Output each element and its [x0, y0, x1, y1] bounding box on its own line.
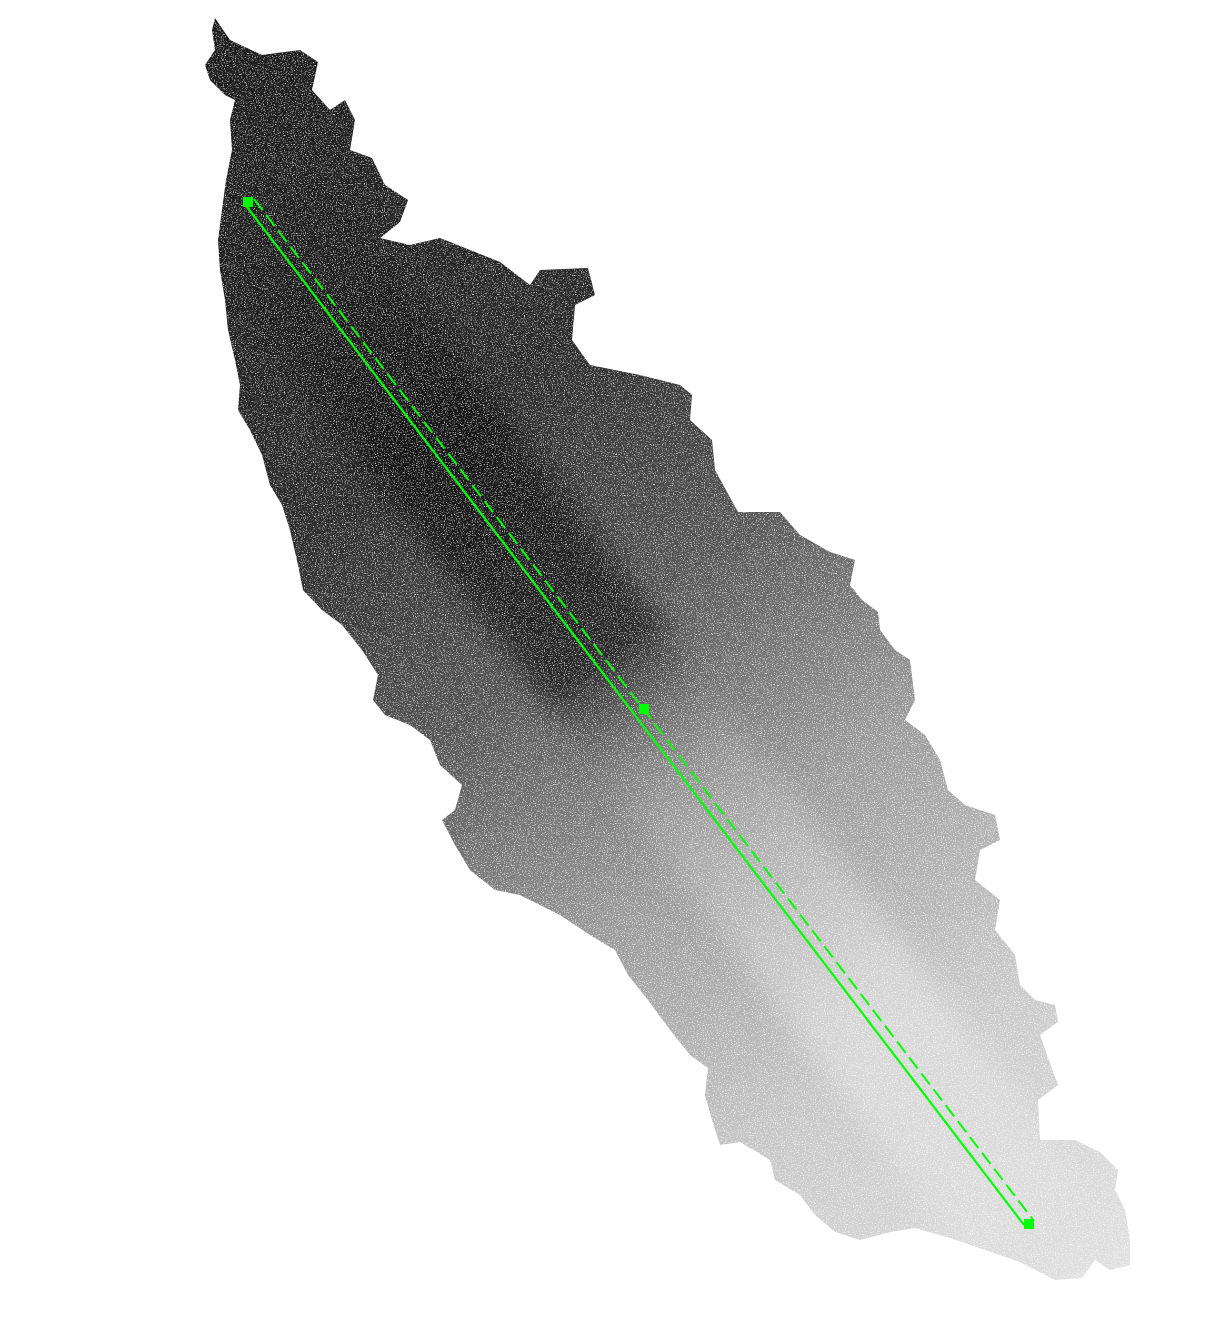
end-handle-icon[interactable]	[1024, 1219, 1034, 1229]
center-handle-icon[interactable]	[639, 704, 649, 714]
line-roi[interactable]	[243, 197, 1035, 1229]
start-handle-icon[interactable]	[243, 197, 253, 207]
roi-line-solid[interactable]	[243, 202, 1025, 1226]
